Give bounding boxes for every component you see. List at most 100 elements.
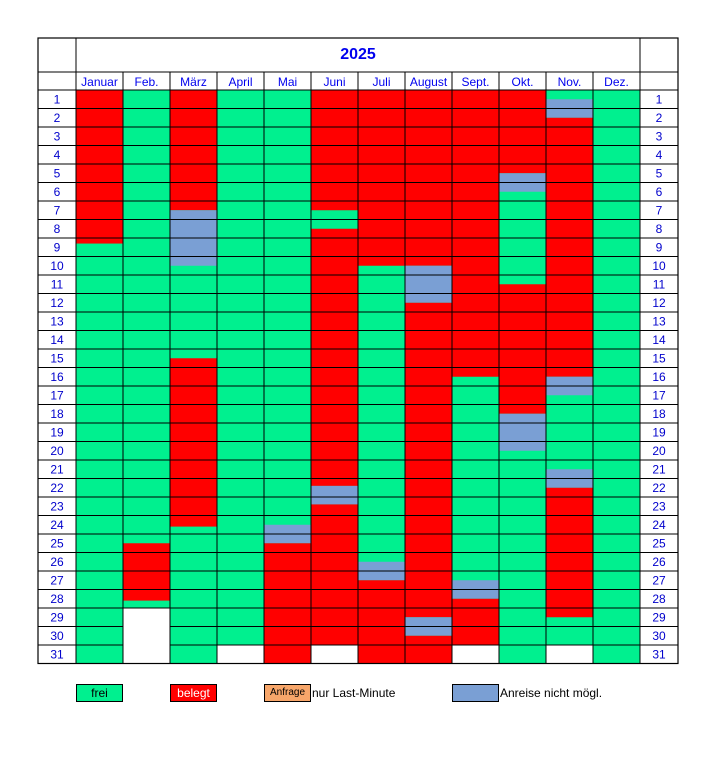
day-number-left: 10	[50, 259, 64, 273]
month-header-11: Nov.	[558, 75, 582, 89]
day-number-right: 25	[652, 536, 666, 550]
day-number-left: 27	[50, 573, 64, 587]
day-number-right: 10	[652, 259, 666, 273]
day-number-right: 31	[652, 647, 666, 661]
day-number-left: 6	[54, 185, 61, 199]
day-number-left: 1	[54, 92, 61, 106]
day-number-left: 20	[50, 444, 64, 458]
month-header-7: Juli	[372, 75, 390, 89]
month-header-3: März	[180, 75, 207, 89]
legend-nicht-swatch	[452, 684, 499, 702]
day-number-right: 27	[652, 573, 666, 587]
day-number-left: 14	[50, 333, 64, 347]
day-number-right: 15	[652, 351, 666, 365]
booking-nicht-10	[311, 485, 358, 505]
month-header-4: April	[228, 75, 252, 89]
booking-belegt-15	[405, 90, 452, 266]
day-number-right: 1	[656, 92, 663, 106]
day-number-left: 24	[50, 518, 64, 532]
legend-anfrage-label: Anfrage	[269, 687, 306, 698]
day-number-right: 19	[652, 425, 666, 439]
day-number-right: 21	[652, 462, 666, 476]
day-number-left: 12	[50, 296, 64, 310]
day-number-left: 4	[54, 148, 61, 162]
day-number-left: 5	[54, 166, 61, 180]
booking-nicht-16	[405, 265, 452, 303]
booking-belegt-9	[311, 228, 358, 486]
day-number-right: 3	[656, 129, 663, 143]
booking-belegt-20	[452, 90, 499, 377]
month-12-free-fill	[593, 90, 640, 664]
booking-belegt-5	[123, 543, 170, 601]
month-header-5: Mai	[278, 75, 297, 89]
day-number-right: 18	[652, 407, 666, 421]
day-number-left: 3	[54, 129, 61, 143]
day-number-right: 9	[656, 240, 663, 254]
booking-belegt-23	[499, 90, 546, 174]
day-number-left: 13	[50, 314, 64, 328]
booking-belegt-28	[546, 117, 593, 377]
month-header-2: Feb.	[134, 75, 158, 89]
legend-last-minute-label: nur Last-Minute	[312, 686, 396, 700]
day-number-left: 23	[50, 499, 64, 513]
day-number-right: 11	[653, 277, 666, 291]
day-number-right: 20	[652, 444, 666, 458]
day-number-left: 25	[50, 536, 64, 550]
month-header-6: Juni	[323, 75, 345, 89]
booking-belegt-2	[170, 90, 217, 211]
booking-belegt-11	[311, 504, 358, 645]
day-number-right: 29	[652, 610, 666, 624]
month-header-10: Okt.	[511, 75, 533, 89]
day-number-right: 13	[652, 314, 666, 328]
legend-belegt-label: belegt	[177, 686, 210, 700]
booking-belegt-7	[264, 543, 311, 664]
legend-frei-swatch: frei	[76, 684, 123, 702]
day-number-right: 26	[652, 555, 666, 569]
day-number-right: 7	[656, 203, 663, 217]
day-number-right: 14	[652, 333, 666, 347]
day-number-left: 26	[50, 555, 64, 569]
day-number-left: 31	[50, 647, 64, 661]
day-number-left: 28	[50, 592, 64, 606]
booking-nicht-26	[499, 413, 546, 451]
booking-belegt-12	[358, 90, 405, 266]
month-header-1: Januar	[81, 75, 118, 89]
day-number-left: 18	[50, 407, 64, 421]
day-number-right: 30	[652, 629, 666, 643]
day-number-left: 30	[50, 629, 64, 643]
day-number-right: 2	[656, 111, 663, 125]
day-number-left: 9	[54, 240, 61, 254]
legend-frei-label: frei	[91, 686, 108, 700]
month-header-12: Dez.	[604, 75, 629, 89]
day-number-left: 7	[54, 203, 61, 217]
booking-belegt-19	[405, 635, 452, 664]
day-number-right: 23	[652, 499, 666, 513]
booking-belegt-8	[311, 90, 358, 211]
day-number-left: 15	[50, 351, 64, 365]
year-title: 2025	[340, 46, 376, 63]
day-number-right: 4	[656, 148, 663, 162]
booking-belegt-4	[170, 358, 217, 527]
day-number-right: 12	[652, 296, 666, 310]
day-number-right: 17	[652, 388, 666, 402]
day-number-left: 17	[50, 388, 64, 402]
legend-nicht-label: Anreise nicht mögl.	[500, 686, 603, 700]
day-number-right: 16	[652, 370, 666, 384]
day-number-right: 28	[652, 592, 666, 606]
day-number-left: 19	[50, 425, 64, 439]
booking-belegt-1	[76, 90, 123, 244]
legend-anfrage-swatch: Anfrage	[264, 684, 311, 702]
calendar-grid	[37, 37, 679, 665]
booking-belegt-14	[358, 580, 405, 664]
day-number-left: 8	[54, 222, 61, 236]
day-number-left: 21	[50, 462, 64, 476]
legend-belegt-swatch: belegt	[170, 684, 217, 702]
day-number-left: 2	[54, 111, 61, 125]
day-number-left: 16	[50, 370, 64, 384]
day-number-left: 29	[50, 610, 64, 624]
day-number-left: 11	[51, 277, 64, 291]
day-number-left: 22	[50, 481, 64, 495]
day-number-right: 24	[652, 518, 666, 532]
